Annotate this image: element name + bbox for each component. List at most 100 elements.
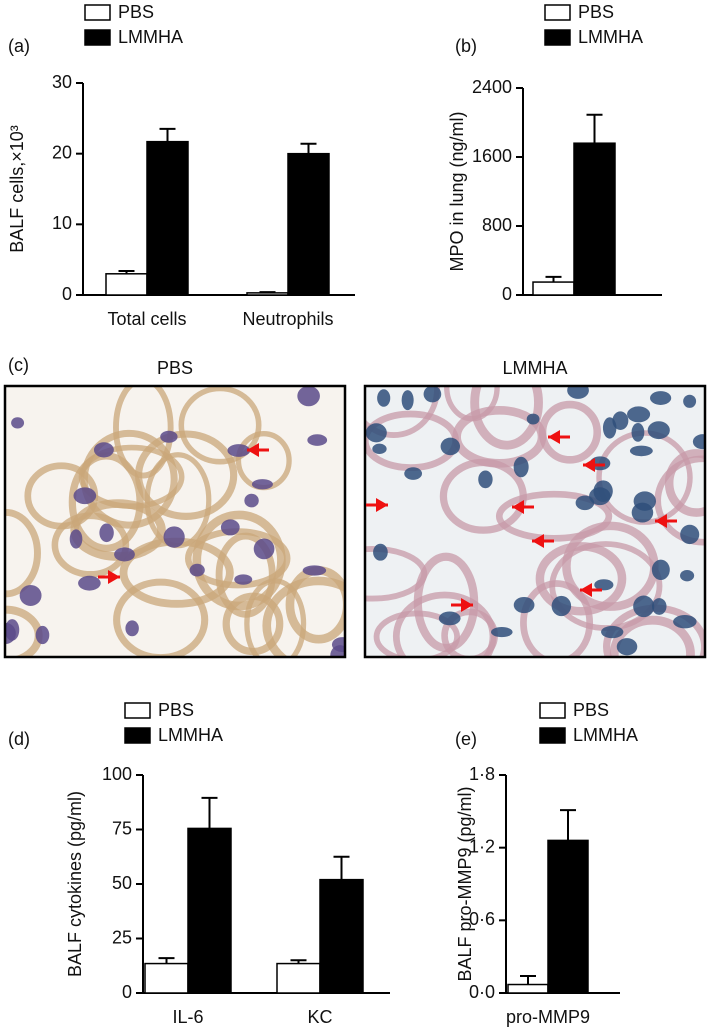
cell-nucleus (19, 584, 42, 606)
cell-nucleus (650, 391, 672, 405)
cell-nucleus (78, 575, 101, 591)
alveolus-wall (664, 449, 705, 517)
arrow-head (655, 514, 667, 528)
panel-label: (d) (8, 729, 30, 749)
cell-nucleus (631, 502, 654, 523)
arrow-head (548, 430, 560, 444)
bar (573, 142, 616, 296)
legend-swatch (124, 727, 151, 744)
cell-nucleus (616, 638, 638, 656)
cell-nucleus (244, 493, 259, 508)
legend-swatch (539, 702, 566, 719)
cell-nucleus (683, 394, 697, 408)
error-bar (586, 113, 603, 144)
bar (547, 839, 589, 994)
x-tick-label: Total cells (107, 309, 186, 329)
cell-nucleus (629, 445, 653, 457)
cell-nucleus (114, 547, 135, 562)
bar (187, 827, 232, 994)
y-tick-label: 25 (112, 927, 132, 947)
y-tick-label: 100 (102, 764, 132, 784)
cell-nucleus (651, 559, 670, 580)
cell-nucleus (377, 389, 391, 407)
alveolus-wall (113, 578, 209, 657)
cell-nucleus (11, 417, 25, 429)
cell-nucleus (404, 467, 423, 480)
x-tick-label: Neutrophils (242, 309, 333, 329)
error-bar (158, 957, 175, 964)
legend-label: PBS (118, 2, 154, 22)
panel-label: (c) (8, 355, 29, 375)
y-tick-label: 75 (112, 818, 132, 838)
cell-nucleus (251, 479, 273, 490)
arrow-head (512, 500, 524, 514)
bar (144, 962, 189, 994)
alveolus-wall (51, 512, 130, 578)
arrow-head (532, 534, 544, 548)
x-tick-label: KC (307, 1007, 332, 1027)
cell-nucleus (440, 437, 461, 456)
cell-nucleus (99, 523, 114, 543)
cell-nucleus (423, 386, 442, 403)
y-tick-label: 50 (112, 873, 132, 893)
cell-nucleus (220, 519, 240, 536)
legend-swatch (124, 702, 151, 719)
cell-nucleus (365, 423, 387, 443)
arrow-head (376, 498, 388, 512)
cell-nucleus (438, 611, 461, 626)
cell-nucleus (513, 456, 529, 478)
panel-label: (a) (8, 36, 30, 56)
arrow-head (108, 570, 120, 584)
cell-nucleus (227, 444, 251, 457)
alveolus-wall (520, 580, 594, 657)
image-title: PBS (157, 358, 193, 378)
alveolus-wall (80, 429, 178, 529)
cell-nucleus (69, 529, 83, 549)
arrow-head (247, 443, 259, 457)
cell-nucleus (602, 417, 617, 439)
image-title: LMMHA (502, 358, 567, 378)
y-axis-label: MPO in lung (ng/ml) (447, 111, 467, 271)
cell-nucleus (567, 386, 589, 399)
y-tick-label: 0·0 (469, 982, 495, 1002)
alveolus-wall (495, 490, 613, 542)
y-tick-label: 20 (52, 142, 72, 162)
error-bar (520, 975, 536, 985)
y-tick-label: 0 (62, 284, 72, 304)
cell-nucleus (612, 411, 629, 430)
panel-label: (e) (455, 729, 477, 749)
alveolus-wall (609, 615, 695, 657)
cell-nucleus (5, 619, 20, 641)
bar (507, 983, 549, 994)
cell-nucleus (692, 434, 705, 450)
cell-nucleus (513, 596, 535, 614)
alveolus-wall (535, 542, 627, 616)
bar (319, 878, 364, 994)
legend-swatch (544, 29, 571, 46)
x-tick-label: pro-MMP9 (506, 1007, 590, 1027)
arrow-head (580, 583, 592, 597)
alveolus-wall (654, 455, 705, 546)
legend-swatch (84, 4, 111, 21)
cell-nucleus (652, 598, 667, 615)
legend-label: LMMHA (118, 27, 183, 47)
arrow-head (461, 598, 473, 612)
x-tick-label: IL-6 (172, 1007, 203, 1027)
cell-nucleus (307, 434, 328, 446)
error-bar (201, 796, 218, 829)
micrograph-frame (363, 384, 707, 659)
y-tick-label: 0 (502, 284, 512, 304)
error-bar (300, 142, 317, 154)
y-tick-label: 0 (122, 982, 132, 1002)
bar (276, 962, 321, 994)
alveolus-wall (452, 406, 547, 468)
cell-nucleus (633, 595, 655, 618)
bar (105, 273, 148, 296)
legend-label: PBS (573, 700, 609, 720)
y-tick-label: 30 (52, 72, 72, 92)
cell-nucleus (160, 430, 178, 443)
cell-nucleus (401, 390, 414, 411)
error-bar (560, 809, 576, 841)
cell-nucleus (673, 615, 697, 629)
